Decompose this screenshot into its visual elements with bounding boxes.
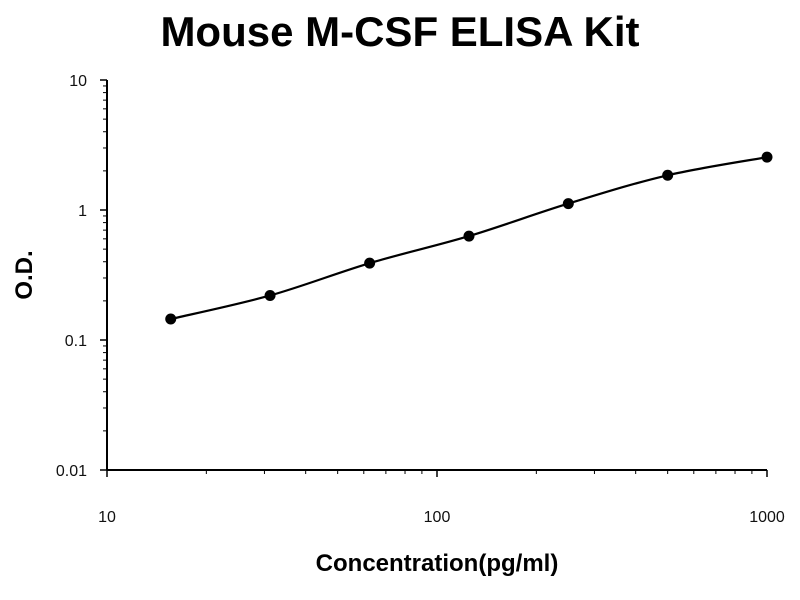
data-point [165,313,177,325]
x-tick-label: 100 [424,509,451,526]
y-tick-label: 0.01 [56,463,87,480]
y-tick-label: 1 [78,203,87,220]
y-tick-label: 0.1 [65,333,87,350]
x-axis-label: Concentration(pg/ml) [316,550,559,577]
data-point [264,289,276,301]
x-tick-label: 1000 [749,509,785,526]
y-tick-label: 10 [69,73,87,90]
data-point [364,257,376,269]
chart-title: Mouse M-CSF ELISA Kit [160,8,640,55]
data-point [463,230,475,242]
ticks: 0.01 0.1 1 10 10 100 1000 [56,73,785,526]
data-points [165,151,773,325]
data-point [761,151,773,163]
data-point [662,169,674,181]
x-tick-label: 10 [98,509,116,526]
axes [106,80,767,471]
y-axis-label: O.D. [11,250,38,299]
data-point [562,198,574,210]
